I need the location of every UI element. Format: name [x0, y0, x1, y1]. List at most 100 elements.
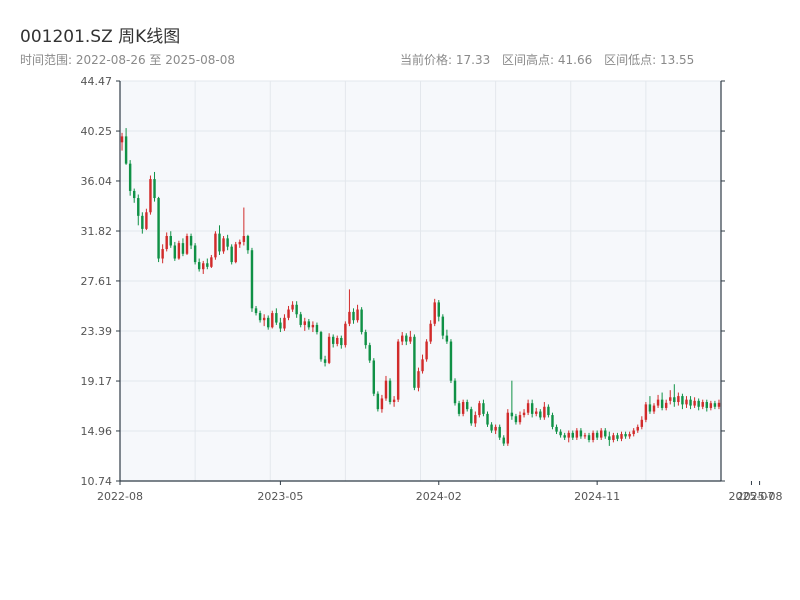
- x-tick-label: 2025-07: [728, 490, 774, 503]
- candle-body: [380, 398, 384, 410]
- candle-body: [210, 257, 213, 267]
- candle-body: [461, 402, 465, 414]
- candle-body: [169, 235, 172, 246]
- candle-body: [396, 341, 400, 400]
- x-tick-label: 2024-02: [416, 490, 462, 503]
- candle-body: [295, 304, 298, 315]
- candle-body: [177, 243, 181, 259]
- candle-body: [681, 396, 684, 405]
- stats-bar: 当前价格: 17.33 区间高点: 41.66 区间低点: 13.55: [400, 51, 702, 68]
- candle-body: [486, 413, 489, 425]
- x-tick-label: 2023-05: [257, 490, 303, 503]
- candle-body: [262, 317, 266, 321]
- candle-body: [372, 360, 376, 394]
- candle-body: [612, 435, 615, 440]
- candle-body: [490, 424, 493, 431]
- candle-body: [340, 337, 343, 346]
- candle-body: [271, 313, 274, 328]
- page-title: 001201.SZ 周K线图: [20, 27, 181, 47]
- candle-body: [246, 235, 250, 251]
- candle-body: [482, 403, 485, 414]
- y-tick-label: 31.82: [81, 225, 113, 238]
- candle-body: [587, 435, 591, 440]
- candle-body: [388, 380, 392, 403]
- candle-body: [132, 190, 136, 199]
- candle-body: [181, 243, 185, 254]
- candle-body: [616, 435, 619, 439]
- candle-body: [254, 308, 258, 314]
- candle-body: [697, 400, 700, 407]
- candle-body: [559, 431, 562, 436]
- candle-body: [303, 321, 306, 325]
- candle-body: [193, 245, 197, 263]
- candle-body: [425, 341, 428, 360]
- candle-body: [405, 335, 408, 342]
- candle-body: [474, 415, 477, 424]
- x-tick-label: 2022-08: [97, 490, 143, 503]
- candle-body: [319, 332, 323, 360]
- date-range-label: 时间范围: 2022-08-26 至 2025-08-08: [20, 53, 235, 67]
- y-tick-label: 14.96: [81, 425, 113, 438]
- candle-body: [677, 396, 680, 403]
- candle-body: [437, 302, 440, 317]
- candle-body: [470, 409, 473, 424]
- candle-body: [498, 426, 501, 438]
- candle-body: [644, 404, 648, 420]
- candle-body: [417, 371, 420, 388]
- candle-body: [717, 402, 721, 407]
- candle-body: [218, 233, 221, 252]
- candle-body: [502, 437, 505, 444]
- candle-body: [583, 435, 587, 437]
- candle-body: [660, 399, 664, 408]
- candle-body: [368, 345, 371, 361]
- candle-body: [185, 235, 189, 254]
- candle-body: [137, 198, 140, 216]
- candle-body: [120, 136, 124, 143]
- candle-body: [656, 399, 660, 406]
- candle-body: [701, 402, 704, 407]
- candle-body: [494, 426, 497, 431]
- candle-body: [591, 432, 595, 440]
- candle-body: [599, 430, 603, 438]
- candle-body: [628, 434, 631, 437]
- candle-body: [555, 426, 558, 432]
- candle-body: [421, 359, 424, 372]
- x-tick-label: 2024-11: [574, 490, 620, 503]
- candle-body: [713, 403, 717, 407]
- candle-body: [189, 235, 193, 246]
- candle-body: [579, 430, 583, 437]
- candle-body: [250, 250, 254, 309]
- candle-body: [685, 399, 688, 405]
- candle-body: [384, 380, 388, 399]
- candle-body: [693, 400, 696, 406]
- candle-body: [344, 323, 347, 346]
- candle-body: [360, 309, 363, 333]
- candle-body: [640, 419, 644, 427]
- candle-body: [287, 309, 290, 318]
- candle-body: [433, 302, 436, 324]
- candle-body: [234, 244, 237, 263]
- candle-body: [149, 179, 152, 213]
- candle-body: [141, 215, 144, 229]
- candle-body: [547, 406, 550, 416]
- candle-body: [356, 309, 359, 321]
- candle-body: [173, 245, 177, 259]
- candle-body: [413, 336, 416, 388]
- current-price-label: 当前价格: 17.33: [400, 53, 491, 67]
- candle-body: [323, 359, 327, 363]
- candle-body: [206, 263, 209, 267]
- candle-body: [202, 263, 205, 270]
- candle-body: [275, 313, 278, 323]
- candle-body: [526, 403, 530, 413]
- candle-body: [571, 432, 574, 438]
- candle-body: [267, 317, 270, 328]
- candle-body: [222, 238, 225, 252]
- candle-body: [230, 246, 233, 263]
- candle-body: [258, 313, 262, 321]
- candle-body: [197, 262, 201, 270]
- candle-body: [315, 324, 319, 333]
- candle-body: [161, 249, 164, 259]
- candle-body: [705, 402, 709, 408]
- candle-body: [624, 434, 627, 437]
